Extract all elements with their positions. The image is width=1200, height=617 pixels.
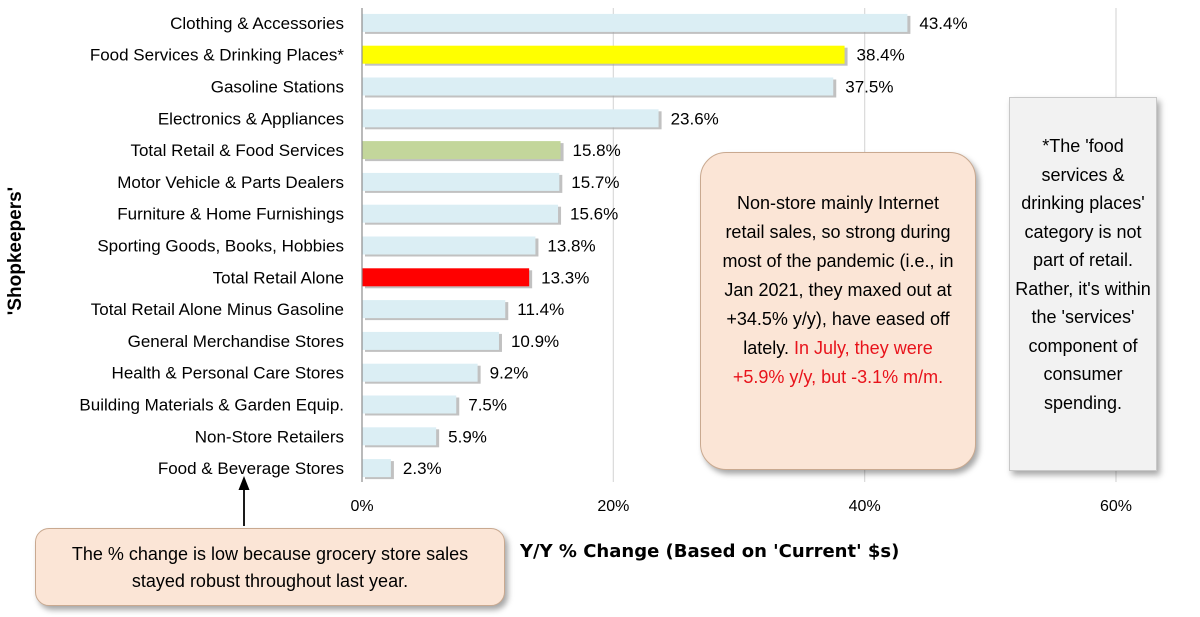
- bar: [362, 331, 499, 350]
- value-label: 11.4%: [517, 300, 564, 319]
- bar: [362, 172, 560, 191]
- value-label: 15.7%: [571, 173, 619, 192]
- bar: [362, 45, 845, 64]
- value-label: 37.5%: [845, 78, 893, 97]
- value-label: 7.5%: [468, 396, 507, 415]
- bar: [362, 236, 536, 255]
- category-label: Health & Personal Care Stores: [112, 364, 344, 383]
- x-tick-label: 20%: [597, 498, 629, 515]
- bars: [362, 13, 911, 480]
- x-tick-label: 60%: [1100, 498, 1132, 515]
- category-label: Electronics & Appliances: [158, 109, 344, 128]
- value-label: 2.3%: [403, 459, 442, 478]
- value-label: 10.9%: [511, 332, 559, 351]
- bar: [362, 459, 391, 478]
- annotation-arrow-head: [238, 476, 250, 490]
- bar: [362, 363, 478, 382]
- x-tick-labels: 0% 20% 40% 60%: [350, 498, 1132, 515]
- bar: [362, 77, 834, 96]
- bar: [362, 268, 530, 287]
- category-label: Total Retail Alone Minus Gasoline: [91, 300, 344, 319]
- category-label: General Merchandise Stores: [128, 332, 344, 351]
- bar: [362, 395, 457, 414]
- category-label: Gasoline Stations: [211, 78, 344, 97]
- category-labels: Clothing & Accessories Food Services & Dr…: [79, 14, 344, 478]
- value-labels: 43.4% 38.4% 37.5% 23.6% 15.8% 15.7% 15.6% 13.8%…: [403, 14, 968, 478]
- value-label: 23.6%: [671, 109, 719, 128]
- non-store-callout: Non-store mainly Internet retail sales, …: [700, 152, 976, 470]
- value-label: 9.2%: [490, 364, 529, 383]
- x-tick-label: 40%: [849, 498, 881, 515]
- value-label: 5.9%: [448, 427, 487, 446]
- x-tick-label: 0%: [350, 498, 373, 515]
- category-label: Motor Vehicle & Parts Dealers: [117, 173, 344, 192]
- category-label: Total Retail & Food Services: [130, 141, 344, 160]
- bar: [362, 204, 559, 223]
- grocery-callout: The % change is low because grocery stor…: [35, 528, 505, 606]
- category-label: Sporting Goods, Books, Hobbies: [97, 237, 344, 256]
- value-label: 13.3%: [541, 268, 589, 287]
- category-label: Food Services & Drinking Places*: [90, 46, 345, 65]
- non-store-callout-text: Non-store mainly Internet retail sales, …: [722, 193, 954, 358]
- food-services-footnote: *The 'food services & drinking places' c…: [1009, 97, 1157, 471]
- value-label: 15.8%: [573, 141, 621, 160]
- bar: [362, 13, 908, 32]
- category-label: Non-Store Retailers: [195, 427, 344, 446]
- bar: [362, 109, 659, 128]
- category-label: Furniture & Home Furnishings: [117, 205, 344, 224]
- category-label: Clothing & Accessories: [170, 14, 344, 33]
- category-label: Building Materials & Garden Equip.: [79, 396, 344, 415]
- non-store-callout-highlight: In July, they were +5.9% y/y, but -3.1% …: [732, 338, 944, 387]
- bar: [362, 427, 437, 446]
- bar: [362, 141, 561, 160]
- value-label: 13.8%: [547, 237, 595, 256]
- category-label: Food & Beverage Stores: [158, 459, 344, 478]
- value-label: 43.4%: [919, 14, 967, 33]
- y-axis-title: 'Shopkeepers': [5, 186, 26, 316]
- value-label: 15.6%: [570, 205, 618, 224]
- bar: [362, 300, 506, 319]
- value-label: 38.4%: [857, 46, 905, 65]
- x-axis-title: Y/Y % Change (Based on 'Current' $s): [520, 541, 900, 562]
- category-label: Total Retail Alone: [213, 268, 344, 287]
